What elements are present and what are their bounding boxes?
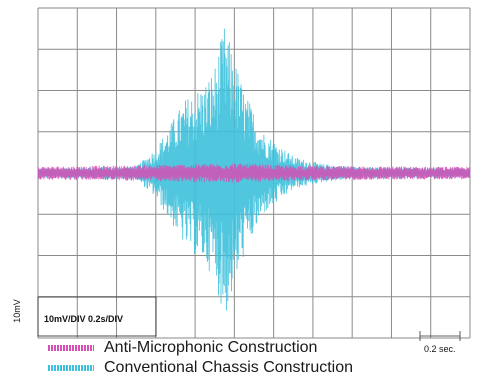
legend: Anti-Microphonic Construction Convention… [48, 338, 428, 378]
series-line-anti-microphonic [37, 163, 471, 183]
legend-label: Anti-Microphonic Construction [104, 339, 318, 356]
scale-box [37, 296, 157, 337]
legend-swatch-cyan [48, 365, 94, 371]
scale-label: 10mV/DIV 0.2s/DIV [44, 314, 124, 324]
time-marker-label: 0.2 sec. [424, 344, 456, 354]
legend-swatch-magenta [48, 345, 94, 351]
legend-label: Conventional Chassis Construction [104, 359, 354, 376]
y-scale-marker-label: 10mV [12, 299, 22, 323]
